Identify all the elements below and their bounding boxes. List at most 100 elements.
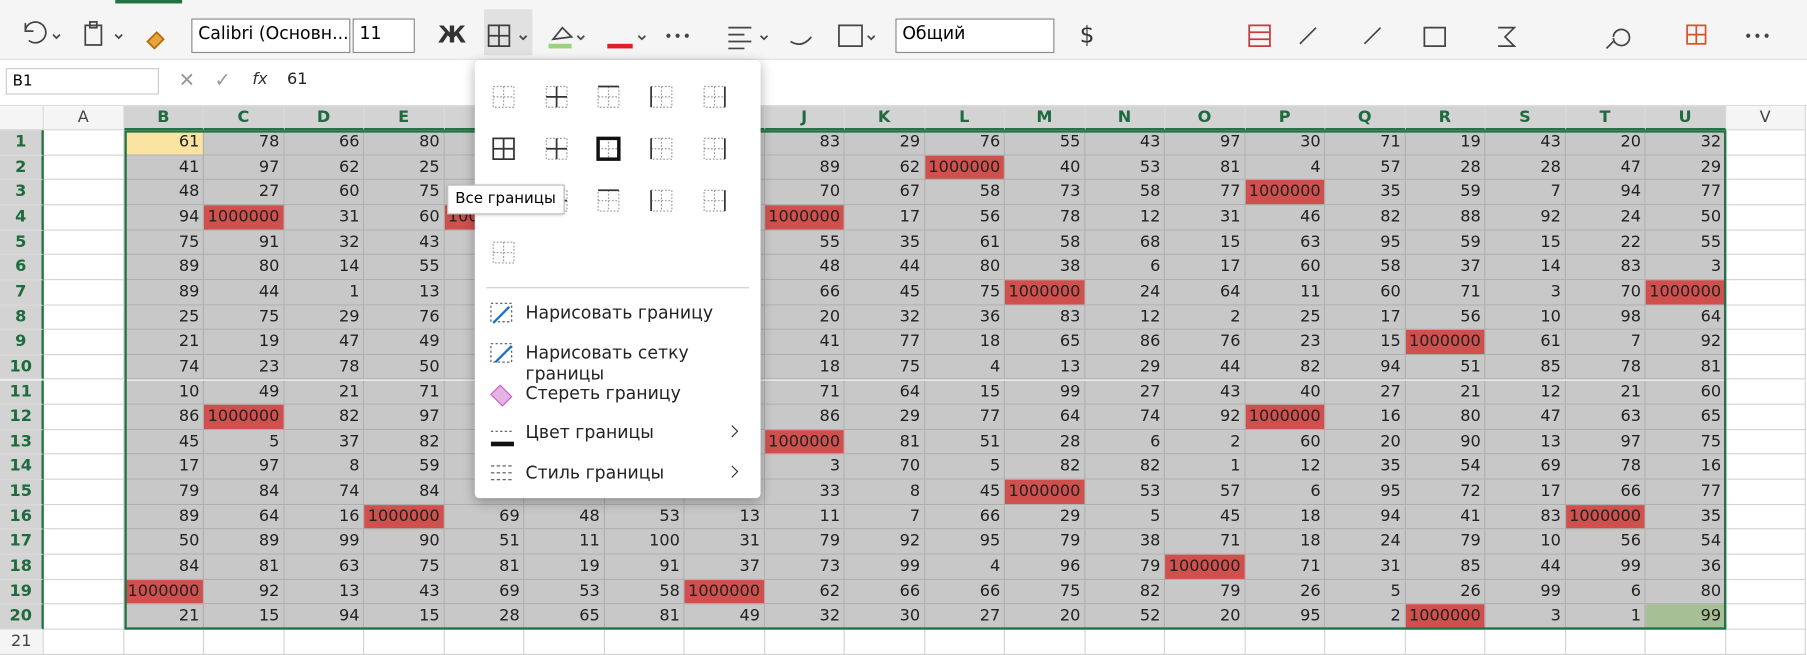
cell[interactable]: 63 <box>1245 230 1326 256</box>
cell[interactable]: 5 <box>1084 504 1166 530</box>
cell[interactable]: 80 <box>924 255 1005 281</box>
cell[interactable]: 16 <box>284 504 365 530</box>
cell[interactable]: 89 <box>123 504 204 530</box>
cell[interactable] <box>1725 504 1806 530</box>
cell[interactable]: 43 <box>364 230 445 256</box>
cell[interactable]: 64 <box>1165 280 1246 306</box>
cell[interactable] <box>1725 355 1806 380</box>
cell[interactable]: 18 <box>924 330 1005 355</box>
cell[interactable]: 1000000 <box>203 205 285 231</box>
cell[interactable]: 53 <box>1084 155 1166 181</box>
cell[interactable]: 68 <box>1084 230 1166 256</box>
cell[interactable]: 45 <box>844 280 925 306</box>
cell[interactable] <box>43 330 124 355</box>
cell[interactable]: 23 <box>1245 330 1326 355</box>
cell[interactable]: 78 <box>203 130 285 156</box>
cell[interactable]: 40 <box>1004 155 1085 181</box>
row-header[interactable]: 13 <box>0 429 44 455</box>
cell[interactable]: 25 <box>123 305 204 331</box>
cell[interactable] <box>1565 629 1646 655</box>
border-option[interactable] <box>650 85 673 108</box>
cell[interactable] <box>1165 629 1246 655</box>
cell[interactable]: 94 <box>123 205 204 231</box>
cell[interactable]: 41 <box>123 155 204 181</box>
cell[interactable]: 11 <box>1245 280 1326 306</box>
cell[interactable] <box>1725 454 1806 480</box>
cell[interactable]: 32 <box>284 230 365 256</box>
cell[interactable]: 23 <box>203 355 285 380</box>
cell[interactable] <box>43 579 124 605</box>
cell[interactable]: 77 <box>1645 180 1726 206</box>
cell[interactable]: 58 <box>604 579 685 605</box>
cell[interactable]: 20 <box>1325 429 1406 455</box>
cell[interactable]: 29 <box>844 130 925 156</box>
cell[interactable]: 1000000 <box>1004 479 1085 505</box>
cell[interactable]: 65 <box>1645 404 1726 430</box>
cell[interactable]: 49 <box>684 604 765 630</box>
menu-item[interactable]: Стереть границу <box>525 382 681 404</box>
cell[interactable]: 1000000 <box>764 205 845 231</box>
cell[interactable] <box>924 629 1005 655</box>
cell[interactable]: 82 <box>1004 454 1085 480</box>
cell[interactable]: 5 <box>203 429 285 455</box>
cell[interactable]: 76 <box>1165 330 1246 355</box>
cell[interactable]: 12 <box>1084 305 1166 331</box>
cell[interactable]: 89 <box>764 155 845 181</box>
cell[interactable]: 80 <box>1405 404 1486 430</box>
cell[interactable]: 18 <box>1245 504 1326 530</box>
cell[interactable] <box>43 355 124 380</box>
row-header[interactable]: 12 <box>0 404 44 430</box>
cell[interactable]: 56 <box>1405 305 1486 331</box>
column-header[interactable]: L <box>924 106 1005 131</box>
menu-item[interactable]: Нарисовать границу <box>525 302 714 323</box>
cell[interactable]: 2 <box>1325 604 1406 630</box>
cell[interactable] <box>43 554 124 580</box>
cell[interactable]: 24 <box>1325 529 1406 555</box>
cell[interactable]: 64 <box>203 504 285 530</box>
column-header[interactable]: S <box>1485 106 1566 131</box>
cell[interactable]: 59 <box>364 454 445 480</box>
cell[interactable] <box>684 629 765 655</box>
cell[interactable]: 1000000 <box>1004 280 1085 306</box>
border-option[interactable] <box>545 85 568 108</box>
column-header[interactable]: E <box>364 106 445 131</box>
cell[interactable]: 35 <box>1325 454 1406 480</box>
cell[interactable]: 61 <box>123 130 204 156</box>
cell[interactable]: 2 <box>1165 429 1246 455</box>
cell[interactable]: 94 <box>284 604 365 630</box>
cell[interactable]: 82 <box>1084 454 1166 480</box>
cell[interactable]: 72 <box>1405 479 1486 505</box>
row-header[interactable]: 20 <box>0 604 44 630</box>
cell[interactable]: 58 <box>1325 255 1406 281</box>
cell[interactable]: 36 <box>1645 554 1726 580</box>
cell[interactable]: 32 <box>1645 130 1726 156</box>
cell[interactable]: 14 <box>1485 255 1566 281</box>
cell[interactable]: 18 <box>1245 529 1326 555</box>
cell[interactable]: 17 <box>844 205 925 231</box>
cell[interactable]: 53 <box>524 579 605 605</box>
cell[interactable] <box>444 629 525 655</box>
cell[interactable]: 28 <box>1004 429 1085 455</box>
cell[interactable]: 82 <box>1084 579 1166 605</box>
cell[interactable]: 85 <box>1485 355 1566 380</box>
cell[interactable]: 64 <box>844 379 925 405</box>
cell[interactable]: 15 <box>1165 230 1246 256</box>
cell[interactable]: 50 <box>364 355 445 380</box>
cell[interactable]: 26 <box>1245 579 1326 605</box>
fx-button[interactable]: fx <box>252 70 268 89</box>
cell[interactable]: 43 <box>1084 130 1166 156</box>
cell[interactable]: 50 <box>123 529 204 555</box>
cell[interactable]: 1000000 <box>684 579 765 605</box>
cell[interactable]: 3 <box>1645 255 1726 281</box>
currency-button[interactable]: $ <box>1079 20 1095 49</box>
cell[interactable]: 60 <box>364 205 445 231</box>
cell[interactable]: 29 <box>1645 155 1726 181</box>
cell[interactable]: 60 <box>1325 280 1406 306</box>
cell[interactable]: 47 <box>284 330 365 355</box>
cell[interactable]: 71 <box>1405 280 1486 306</box>
bold-button[interactable]: Ж <box>437 20 467 49</box>
cell[interactable]: 35 <box>1325 180 1406 206</box>
cell[interactable]: 71 <box>764 379 845 405</box>
cell[interactable]: 1000000 <box>924 155 1005 181</box>
name-box[interactable]: B1 <box>5 68 160 95</box>
